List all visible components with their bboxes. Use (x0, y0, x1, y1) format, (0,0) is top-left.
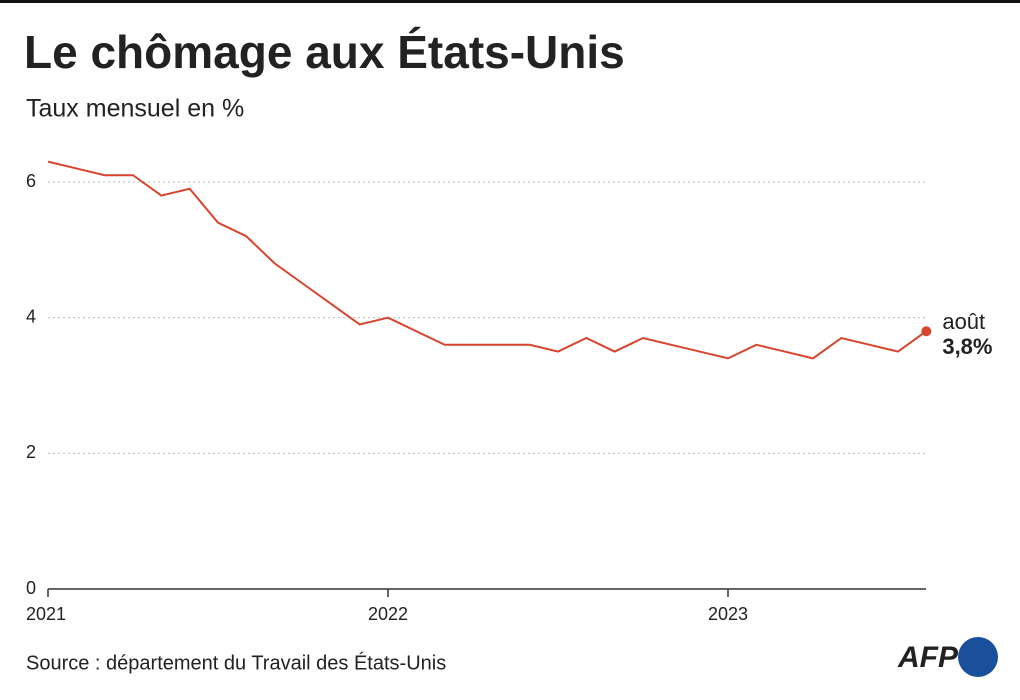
top-rule (0, 0, 1020, 3)
line (47, 160, 927, 360)
x-tick-label: 2022 (368, 604, 408, 624)
x-tick-label: 2021 (26, 604, 66, 624)
y-tick-label: 6 (26, 171, 36, 191)
y-tick-label: 4 (26, 306, 36, 326)
x-tick-label: 2023 (708, 604, 748, 624)
y-tick-label: 2 (26, 442, 36, 462)
chart-subtitle: Taux mensuel en % (26, 95, 244, 123)
source: Source : département du Travail des État… (26, 651, 446, 674)
y-tick-label: 0 (26, 578, 36, 598)
chart-title: Le chômage aux États-Unis (24, 26, 625, 78)
value-label: 3,8% (942, 334, 992, 359)
annotation: août (942, 309, 985, 334)
end-point (921, 326, 932, 337)
logo: AFP (897, 641, 959, 674)
logo-circle (958, 637, 998, 677)
